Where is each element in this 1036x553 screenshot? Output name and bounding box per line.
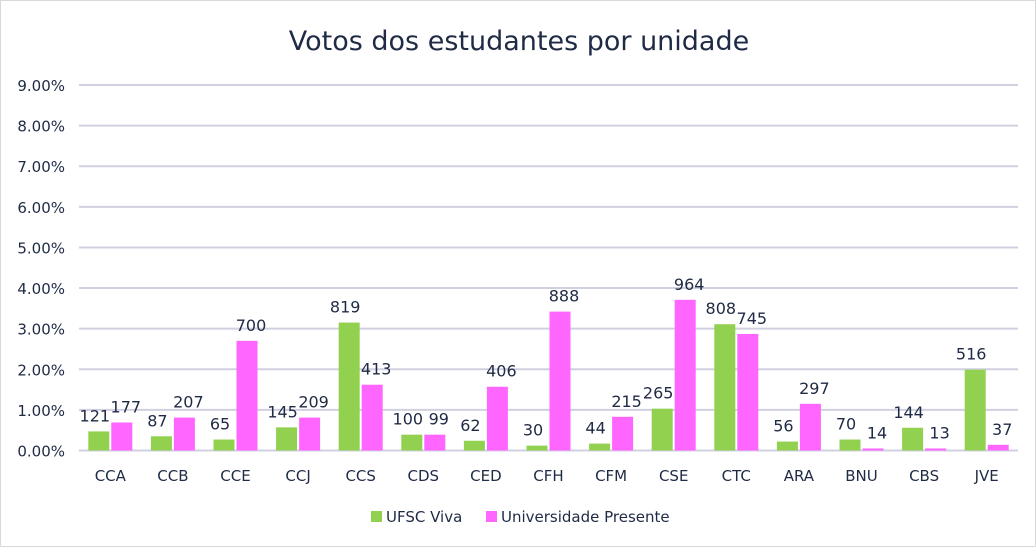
data-label: 177: [111, 397, 142, 416]
data-label: 700: [236, 316, 267, 335]
bar-universidade-presente: [299, 417, 321, 451]
bar-ufsc-viva: [401, 434, 423, 451]
bar-universidade-presente: [674, 299, 696, 451]
data-label: 13: [929, 423, 949, 442]
bar-ufsc-viva: [88, 431, 110, 451]
bar-universidade-presente: [737, 333, 759, 451]
data-label: 121: [80, 406, 111, 425]
bar-ufsc-viva: [714, 324, 736, 451]
data-label: 215: [611, 392, 642, 411]
bar-universidade-presente: [361, 384, 383, 451]
y-tick-label: 8.00%: [17, 118, 65, 136]
bar-universidade-presente: [424, 434, 446, 451]
x-tick-label: CCA: [95, 467, 127, 485]
bar-ufsc-viva: [526, 445, 548, 451]
data-label: 145: [267, 402, 298, 421]
data-label: 62: [460, 416, 480, 435]
data-label: 413: [361, 360, 392, 379]
bar-universidade-presente: [799, 403, 821, 451]
data-label: 100: [393, 410, 424, 429]
data-label: 44: [585, 419, 605, 438]
bar-ufsc-viva: [651, 408, 673, 451]
data-label: 65: [210, 415, 230, 434]
bar-ufsc-viva: [902, 427, 924, 451]
legend-swatch: [486, 511, 497, 522]
bar-universidade-presente: [549, 311, 571, 451]
data-label: 56: [773, 417, 793, 436]
data-label: 30: [523, 421, 543, 440]
bar-universidade-presente: [173, 417, 195, 451]
x-tick-label: CSE: [659, 467, 688, 485]
x-tick-label: CCE: [220, 467, 250, 485]
data-label: 99: [429, 410, 449, 429]
x-tick-label: CFM: [595, 467, 627, 485]
y-tick-label: 1.00%: [17, 402, 65, 420]
y-tick-label: 0.00%: [17, 443, 65, 461]
data-label: 70: [836, 415, 856, 434]
x-tick-label: CTC: [722, 467, 751, 485]
bar-universidade-presente: [925, 448, 947, 451]
data-label: 297: [799, 379, 830, 398]
legend-label: Universidade Presente: [501, 508, 670, 526]
bar-universidade-presente: [612, 416, 634, 451]
x-tick-label: CDS: [408, 467, 440, 485]
data-label: 144: [893, 403, 924, 422]
bar-ufsc-viva: [964, 369, 986, 451]
bar-universidade-presente: [862, 448, 884, 451]
y-tick-label: 5.00%: [17, 239, 65, 257]
bar-ufsc-viva: [776, 441, 798, 451]
data-label: 87: [147, 411, 167, 430]
x-tick-label: JVE: [974, 467, 999, 485]
data-label: 516: [956, 345, 987, 364]
bar-ufsc-viva: [839, 439, 861, 451]
x-tick-label: ARA: [784, 467, 815, 485]
data-label: 406: [486, 362, 517, 381]
data-label: 265: [643, 384, 674, 403]
bar-ufsc-viva: [150, 436, 172, 451]
y-tick-label: 4.00%: [17, 280, 65, 298]
data-label: 888: [549, 287, 580, 306]
x-tick-label: CCS: [345, 467, 375, 485]
data-label: 37: [992, 420, 1012, 439]
data-label: 819: [330, 298, 361, 317]
y-tick-label: 6.00%: [17, 199, 65, 217]
bar-ufsc-viva: [589, 443, 611, 451]
y-tick-label: 7.00%: [17, 158, 65, 176]
x-tick-label: BNU: [845, 467, 878, 485]
y-tick-label: 3.00%: [17, 321, 65, 339]
bar-universidade-presente: [987, 444, 1009, 451]
data-label: 808: [706, 299, 737, 318]
bar-universidade-presente: [486, 386, 508, 451]
x-tick-label: CCJ: [285, 467, 310, 485]
bar-universidade-presente: [236, 340, 258, 451]
bar-ufsc-viva: [276, 427, 298, 451]
data-label: 209: [298, 393, 329, 412]
data-label: 14: [867, 423, 887, 442]
x-tick-label: CFH: [533, 467, 563, 485]
data-label: 964: [674, 275, 705, 294]
bar-ufsc-viva: [338, 322, 360, 451]
x-tick-label: CBS: [909, 467, 939, 485]
x-tick-label: CCB: [157, 467, 188, 485]
y-tick-label: 9.00%: [17, 77, 65, 95]
data-label: 207: [173, 393, 204, 412]
data-label: 745: [737, 309, 768, 328]
bar-ufsc-viva: [463, 440, 485, 451]
legend-label: UFSC Viva: [386, 508, 462, 526]
x-tick-label: CED: [470, 467, 502, 485]
bar-universidade-presente: [111, 422, 133, 451]
chart-title: Votos dos estudantes por unidade: [289, 26, 749, 57]
bar-ufsc-viva: [213, 439, 235, 451]
legend-swatch: [371, 511, 382, 522]
y-tick-label: 2.00%: [17, 361, 65, 379]
